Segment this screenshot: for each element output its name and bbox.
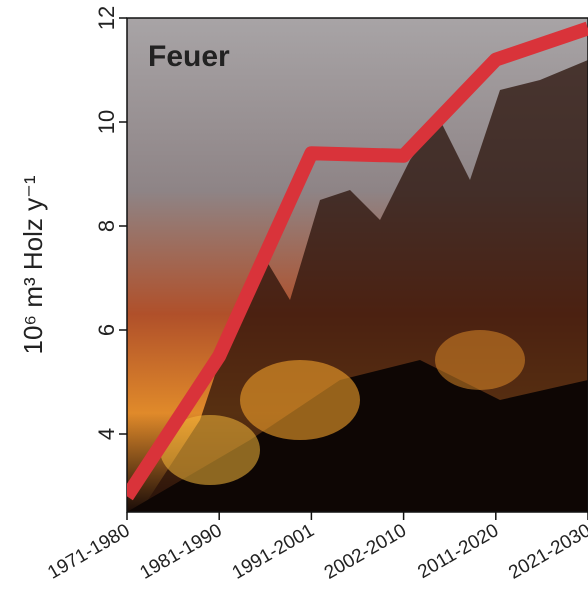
x-tick-label: 1971-1980 <box>44 520 133 584</box>
background-photo <box>127 18 588 512</box>
y-tick-label: 4 <box>94 428 119 440</box>
plot-lines <box>127 21 588 501</box>
y-tick-label: 10 <box>94 110 119 134</box>
y-tick-label: 12 <box>94 6 119 30</box>
plot-frame <box>126 17 588 513</box>
y-tick-label: 8 <box>94 220 119 232</box>
data-line <box>127 21 588 501</box>
y-tick-label: 6 <box>94 324 119 336</box>
x-tick-label: 2011-2020 <box>414 520 502 583</box>
x-tick-label: 1981-1990 <box>136 520 225 584</box>
x-tick-label: 2002-2010 <box>321 520 410 584</box>
y-axis-label: 10⁶ m³ Holz y⁻¹ <box>18 175 48 354</box>
x-tick-label: 2021-2030 <box>505 520 588 584</box>
x-tick-label: 1991-2001 <box>229 520 318 584</box>
chart-title: Feuer <box>148 40 230 73</box>
